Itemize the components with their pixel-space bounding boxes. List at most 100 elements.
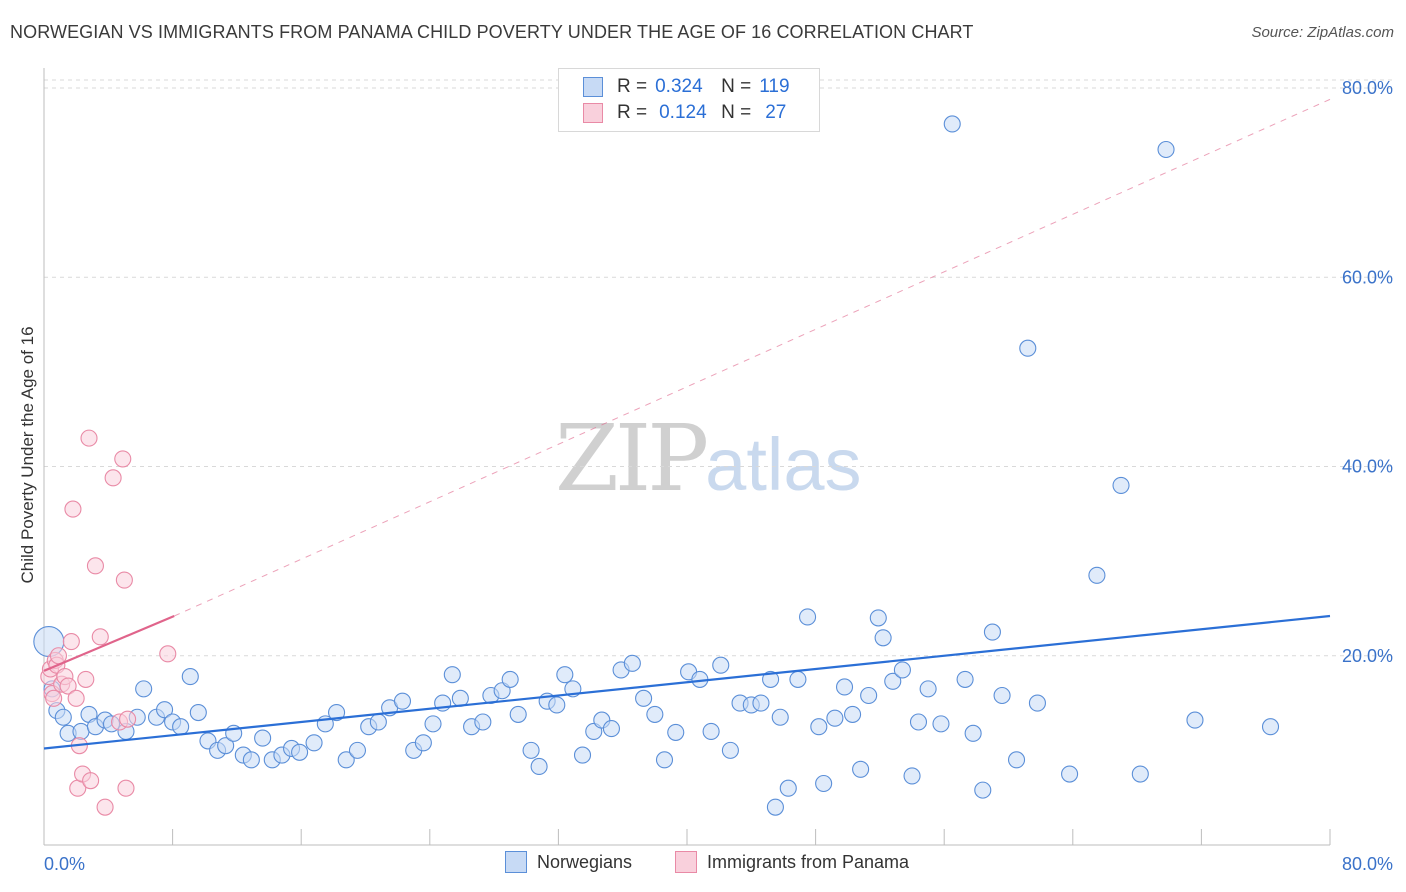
legend-label-panama: Immigrants from Panama [707, 851, 910, 872]
source-label: Source: ZipAtlas.com [1251, 24, 1394, 41]
norwegians-point [305, 734, 323, 752]
norwegians-point [943, 115, 961, 133]
norwegians-point [474, 713, 492, 731]
panama-point [96, 798, 114, 816]
norwegians-point [623, 654, 641, 672]
norwegians-point [54, 708, 72, 726]
norwegians-point [667, 723, 685, 741]
norwegians-point [1131, 765, 1149, 783]
norwegians-point [779, 779, 797, 797]
norwegians-point [156, 701, 174, 719]
norwegians-point [530, 757, 548, 776]
panama-point [67, 689, 85, 707]
legend-item-panama: Immigrants from Panama [675, 851, 909, 873]
norwegians-point [72, 722, 90, 741]
norwegians-point [291, 743, 309, 761]
norwegians-point [1261, 718, 1280, 736]
n-value-panama: 27 [765, 102, 787, 123]
panama-trend-extension [174, 98, 1331, 617]
panama-point [59, 677, 77, 695]
panama-point [104, 469, 122, 487]
norwegians-point [254, 729, 272, 747]
norwegians-point [919, 680, 937, 698]
norwegians-point [974, 781, 992, 799]
norwegians-point [752, 694, 770, 712]
y-tick-label: 80.0% [1342, 78, 1393, 98]
norwegians-point [414, 734, 432, 752]
panama-point [64, 500, 82, 518]
panama-point [62, 633, 80, 651]
panama-point [77, 670, 95, 688]
norwegians-point [135, 680, 153, 698]
norwegians-point [501, 670, 519, 688]
norwegians-point [1007, 751, 1026, 769]
panama-point [82, 772, 100, 790]
norwegians-point [1088, 566, 1106, 584]
panama-point [45, 689, 63, 707]
norwegians-point [909, 713, 928, 731]
norwegians-point [983, 623, 1001, 641]
norwegians-point [932, 715, 950, 733]
panama-point [80, 429, 98, 447]
norwegians-point [721, 741, 739, 759]
norwegians-point [337, 751, 355, 769]
norwegians-point [852, 760, 870, 778]
norwegians-point [1186, 711, 1204, 729]
norwegians-point [810, 718, 828, 736]
y-tick-label: 20.0% [1342, 646, 1393, 666]
n-label: N = [721, 102, 752, 123]
norwegians-point [702, 722, 720, 741]
norwegians-point [1061, 765, 1079, 783]
norwegians-point [844, 705, 862, 723]
y-tick-label: 60.0% [1342, 267, 1393, 287]
norwegians-point [835, 678, 854, 696]
norwegians-point [766, 798, 784, 816]
norwegians-point [1019, 339, 1037, 357]
norwegians-point [393, 692, 412, 710]
stats-row-norwegians: R = 0.324 N = 119 [583, 75, 790, 99]
norwegians-point [956, 670, 974, 688]
norwegians-point [993, 686, 1011, 705]
panama-swatch [583, 103, 603, 123]
norwegians-point [712, 656, 730, 674]
panama-legend-swatch [675, 851, 697, 873]
watermark: ZIPatlas [555, 405, 861, 512]
x-tick-label: 80.0% [1342, 854, 1393, 874]
norwegians-point [369, 713, 387, 731]
norwegians-point [443, 666, 461, 684]
r-label: R = [617, 76, 648, 97]
norwegians-point [424, 715, 442, 733]
stats-row-panama: R = 0.124 N = 27 [583, 101, 787, 125]
norwegians-point [799, 608, 817, 626]
norwegians-point [556, 666, 574, 684]
r-value-panama: 0.124 [659, 102, 707, 123]
legend-label-norwegians: Norwegians [537, 851, 633, 872]
y-axis-label: Child Poverty Under the Age of 16 [18, 326, 37, 584]
panama-point [159, 645, 177, 663]
norwegians-point [328, 703, 346, 722]
norwegians-point [884, 672, 902, 690]
norwegians-point [217, 737, 235, 755]
norwegians-point [903, 767, 921, 785]
norwegians-point [1157, 140, 1175, 159]
panama-point [119, 710, 137, 728]
r-value-norwegians: 0.324 [655, 76, 703, 97]
norwegians-point [189, 703, 207, 722]
norwegians-point [602, 720, 620, 738]
norwegians-point [893, 661, 911, 679]
x-tick-label: 0.0% [44, 854, 85, 874]
panama-point [86, 557, 104, 575]
norwegians-point [964, 724, 982, 742]
norwegians-point [874, 629, 892, 647]
norwegians-point [548, 696, 566, 714]
norwegians-point [869, 609, 887, 627]
norwegians-point [771, 708, 789, 726]
norwegians-point [1112, 476, 1130, 494]
stats-legend: R = 0.324 N = 119 R = 0.124 N = 27 [558, 68, 820, 132]
norwegians-point [242, 751, 260, 769]
norwegians-point [826, 709, 844, 727]
n-label: N = [721, 76, 752, 97]
legend-item-norwegians: Norwegians [505, 851, 632, 873]
norwegians-point [1028, 694, 1046, 712]
